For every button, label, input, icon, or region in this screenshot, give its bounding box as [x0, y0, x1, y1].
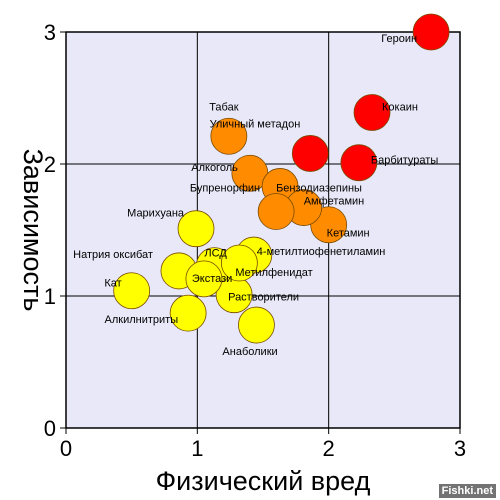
point-label: Кат: [104, 278, 121, 290]
x-axis-title: Физический вред: [156, 466, 371, 496]
y-tick-label: 0: [44, 416, 56, 441]
point-label: Экстази: [192, 273, 232, 285]
y-axis-title: Зависимость: [18, 149, 48, 312]
y-tick-label: 1: [44, 284, 56, 309]
data-point: [412, 13, 450, 51]
point-label: Кокаин: [382, 102, 418, 114]
point-label: Алкоголь: [191, 162, 238, 174]
data-point: [169, 294, 207, 332]
watermark-logo: Fishki.net: [438, 484, 496, 498]
data-point: [353, 94, 391, 131]
point-label: Табак: [209, 101, 239, 113]
plot-area: [66, 32, 460, 428]
x-tick-label: 3: [454, 436, 466, 461]
data-point: [177, 210, 215, 248]
point-label: Кетамин: [327, 228, 370, 240]
data-points: [113, 13, 450, 344]
point-label: Бупренорфин: [190, 183, 260, 195]
point-label: Метилфенидат: [235, 267, 312, 279]
data-point: [257, 193, 295, 230]
data-point: [185, 260, 223, 298]
x-tick-label: 1: [191, 436, 203, 461]
data-point: [340, 144, 378, 182]
point-label: ЛСД: [204, 248, 227, 260]
point-labels: Героин Кокаин Барбитураты Уличный метадон Ал…: [73, 33, 438, 358]
point-label: Алкилнитриты: [105, 314, 179, 326]
point-label: Амфетамин: [304, 196, 365, 208]
data-point: [238, 306, 275, 344]
point-label: Барбитураты: [371, 155, 438, 167]
data-point: [291, 135, 329, 172]
point-label: Натрия оксибат: [73, 249, 153, 261]
x-tick-label: 2: [323, 436, 335, 461]
point-label: Героин: [381, 33, 417, 45]
y-tick-label: 3: [44, 20, 56, 45]
x-tick-label: 0: [60, 436, 72, 461]
point-label: 4-метилтиофенетиламин: [257, 246, 386, 258]
y-tick-label: 2: [44, 152, 56, 177]
data-point: [113, 272, 151, 310]
tick-labels: 0 1 2 3 0 1 2 3: [44, 20, 466, 461]
data-point: [220, 244, 258, 282]
point-label: Бензодиазепины: [276, 182, 362, 194]
point-label: Марихуана: [127, 208, 185, 220]
point-label: Уличный метадон: [210, 118, 301, 130]
plot-frame: [65, 31, 461, 429]
data-point: [210, 117, 248, 155]
point-label: Анаболики: [222, 346, 277, 358]
point-label: Растворители: [228, 292, 299, 304]
